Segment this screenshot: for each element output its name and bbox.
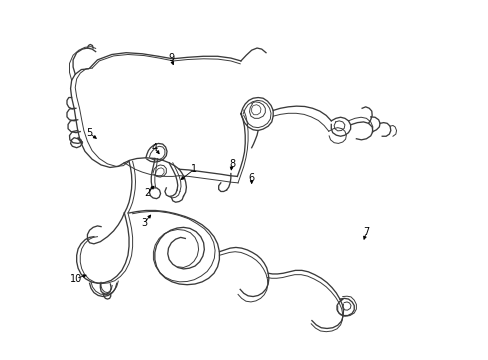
Text: 2: 2 [144,188,150,198]
Text: 4: 4 [151,143,158,153]
Text: 8: 8 [228,159,235,169]
Text: 5: 5 [86,129,93,138]
Text: 6: 6 [248,173,254,183]
Text: 1: 1 [191,164,197,174]
Text: 10: 10 [70,274,82,284]
Text: 3: 3 [141,218,147,228]
Text: 7: 7 [363,227,369,237]
Text: 9: 9 [167,53,174,63]
